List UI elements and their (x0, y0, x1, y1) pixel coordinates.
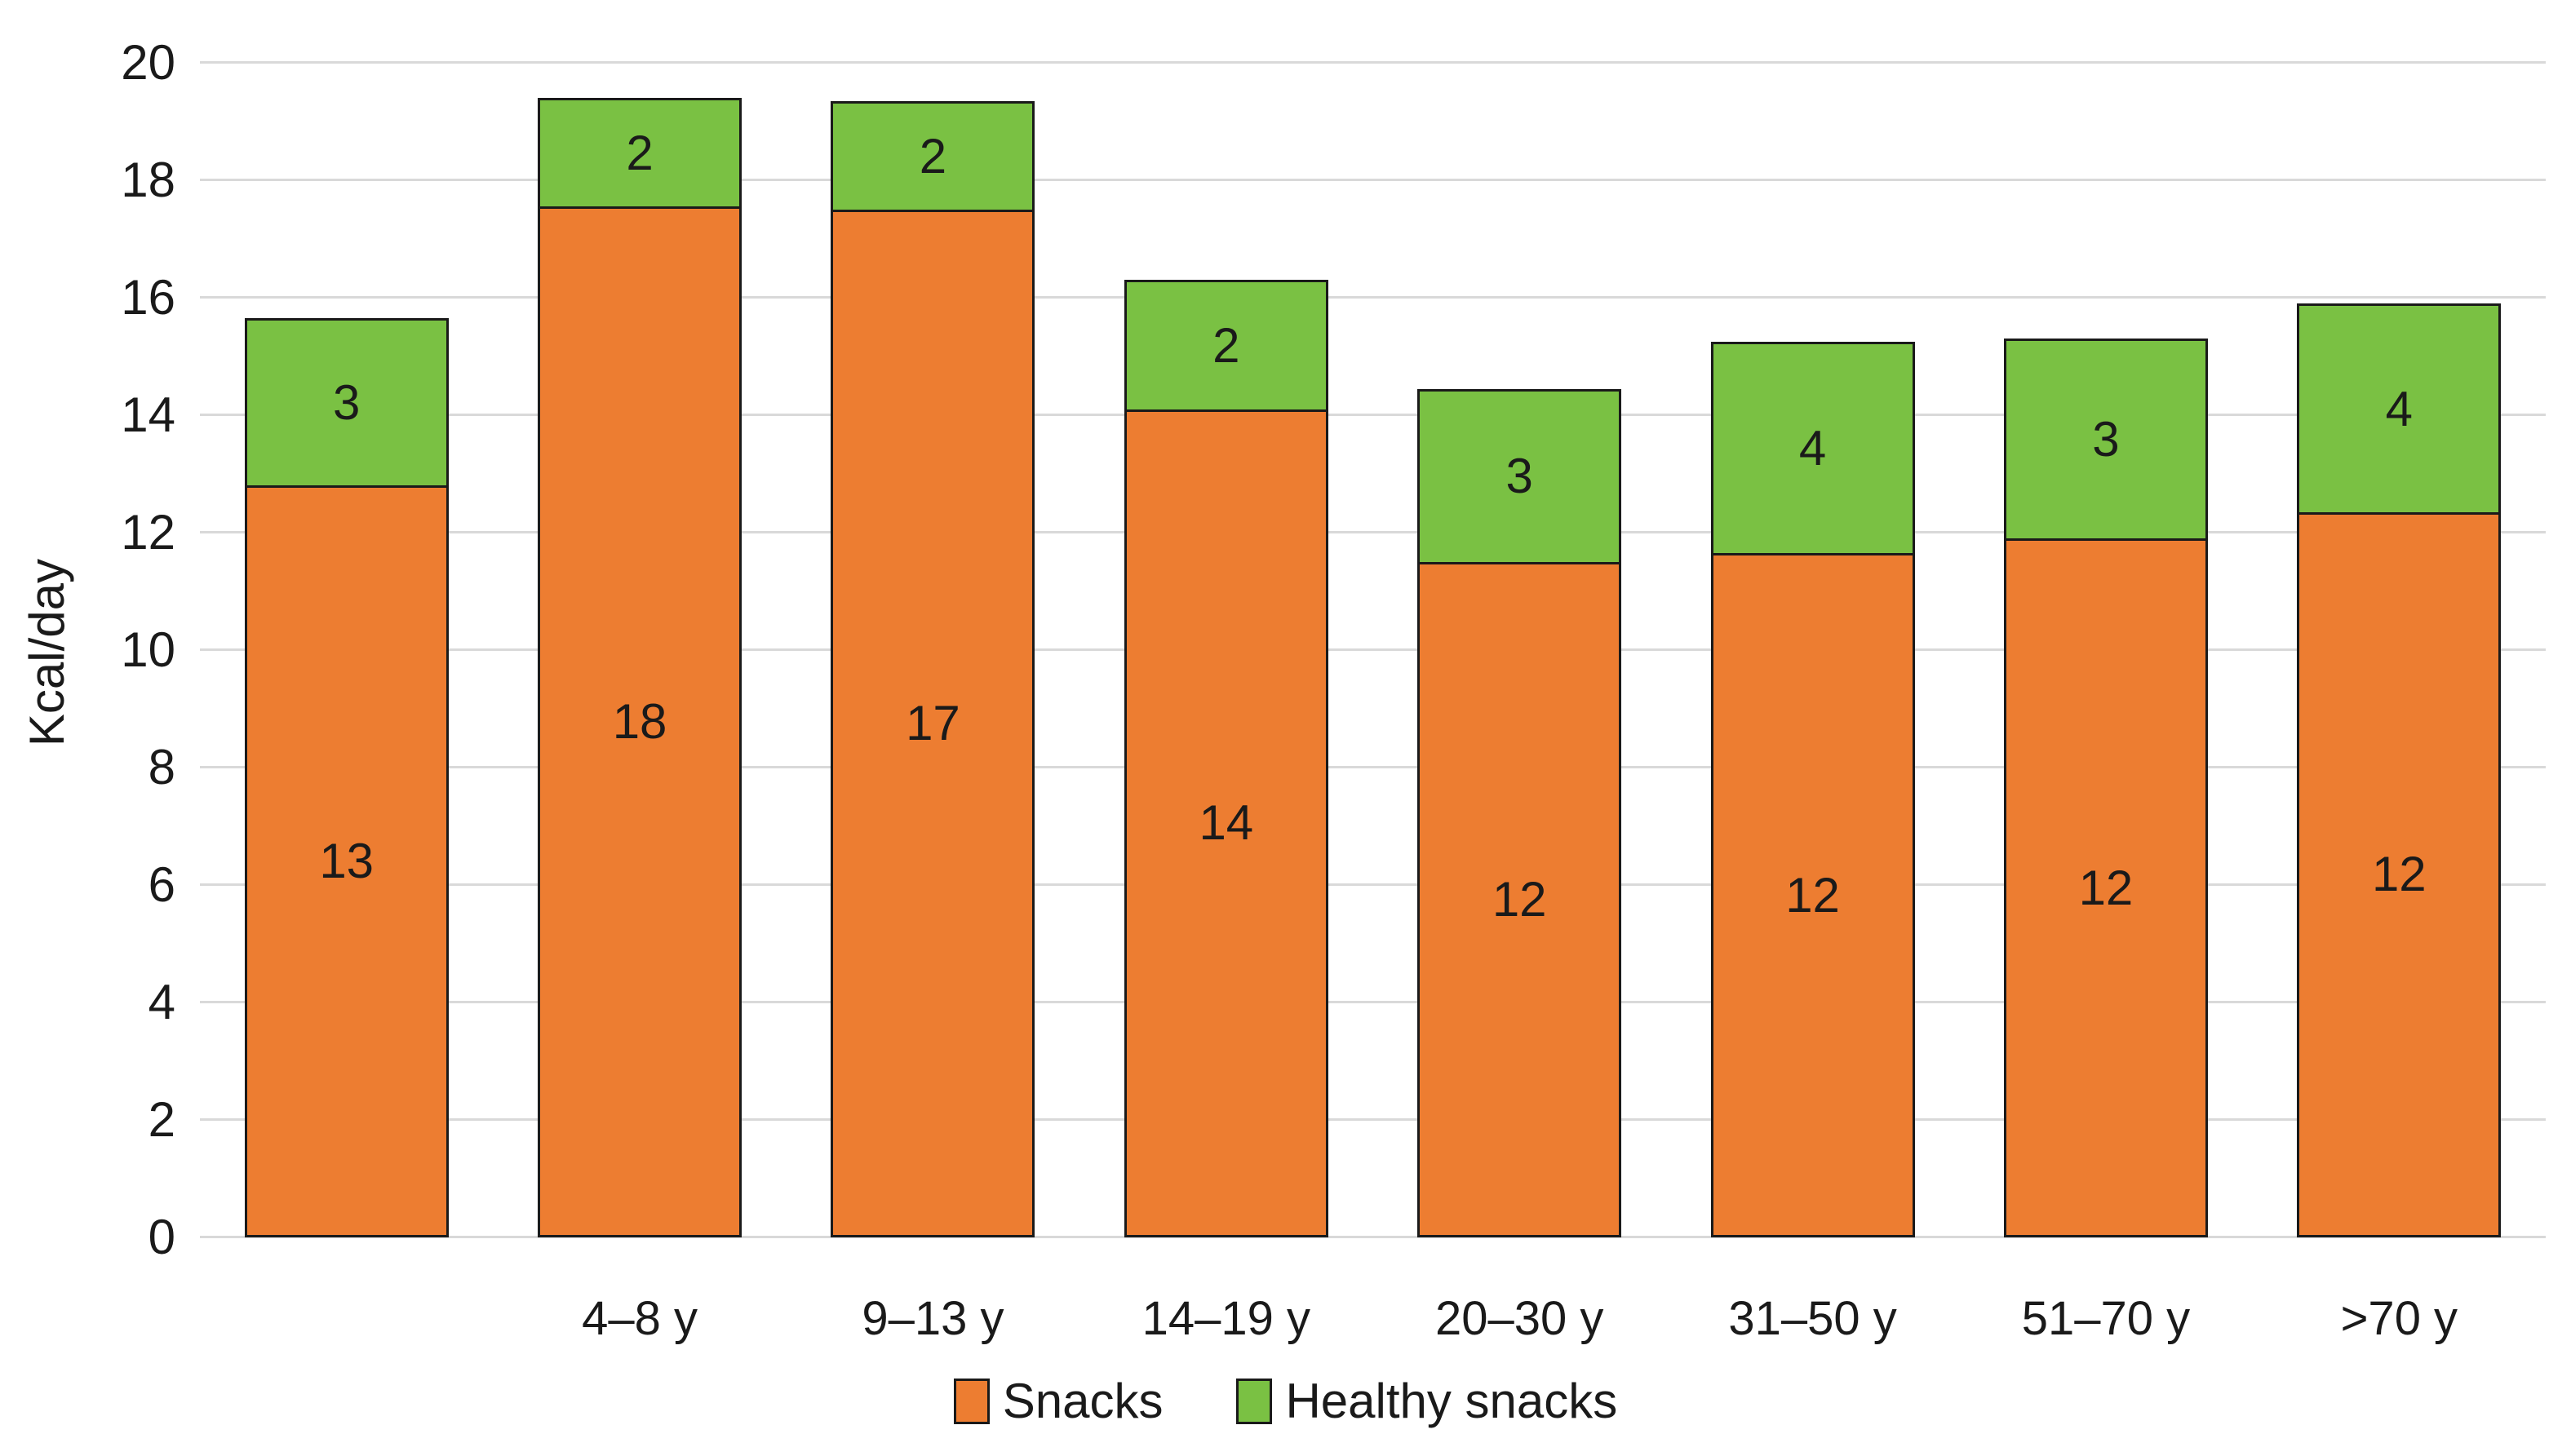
bar-group: 12 3 (2003, 63, 2208, 1237)
gridline (200, 1236, 2546, 1238)
segment-value-label: 17 (906, 696, 960, 750)
healthy-snacks-segment: 4 (2297, 303, 2502, 512)
segment-value-label: 12 (1492, 872, 1547, 927)
segment-value-label: 12 (1785, 867, 1840, 923)
bar-group: 17 2 (831, 63, 1035, 1237)
segment-value-label: 14 (1199, 795, 1254, 851)
y-axis-tick-label: 12 (121, 505, 175, 560)
segment-value-label: 18 (612, 694, 667, 750)
snacks-segment: 12 (2297, 511, 2502, 1237)
segment-value-label: 13 (319, 834, 375, 889)
x-axis-tick-label: 20–30 y (1434, 1292, 1604, 1345)
gridline (200, 414, 2546, 416)
y-axis-tick-label: 6 (148, 857, 175, 912)
snacks-segment: 12 (2003, 538, 2208, 1237)
legend-label: Snacks (1002, 1374, 1164, 1428)
gridline (200, 766, 2546, 768)
y-axis-tick-label: 18 (121, 153, 175, 207)
y-axis-tick-label: 8 (148, 740, 175, 794)
legend-swatch-icon (1236, 1379, 1273, 1424)
x-axis-tick-label: 9–13 y (862, 1292, 1004, 1345)
legend-item: Healthy snacks (1236, 1377, 1617, 1426)
segment-value-label: 4 (2385, 381, 2413, 436)
bar-group: 12 3 (1417, 63, 1622, 1237)
y-axis-tick-label: 16 (121, 270, 175, 325)
y-axis-tick-label: 14 (121, 387, 175, 442)
snacks-segment: 12 (1417, 562, 1622, 1237)
segment-value-label: 12 (2371, 847, 2427, 902)
bar-group: 14 2 (1124, 63, 1328, 1237)
snacks-segment: 17 (831, 210, 1035, 1237)
segment-value-label: 3 (333, 375, 361, 431)
gridline (200, 1001, 2546, 1003)
x-axis-tick-label: 4–8 y (582, 1292, 698, 1345)
y-axis-tick-label: 2 (148, 1092, 175, 1147)
bar-group: 12 4 (1710, 63, 1915, 1237)
y-axis-tick-label: 0 (148, 1210, 175, 1264)
healthy-snacks-segment: 3 (2003, 339, 2208, 539)
segment-value-label: 2 (626, 126, 654, 181)
x-axis-tick-label: >70 y (2340, 1292, 2458, 1345)
gridline (200, 179, 2546, 181)
legend-swatch-icon (953, 1379, 990, 1424)
y-axis-tick-label: 10 (121, 622, 175, 677)
gridline (200, 61, 2546, 64)
bar-group: 18 2 (538, 63, 742, 1237)
y-axis-tick-label: 4 (148, 975, 175, 1029)
healthy-snacks-segment: 4 (1710, 342, 1915, 554)
healthy-snacks-segment: 3 (1417, 388, 1622, 562)
snacks-segment: 14 (1124, 409, 1328, 1237)
snacks-segment: 12 (1710, 553, 1915, 1237)
segment-value-label: 2 (919, 128, 947, 184)
x-axis-tick-label: 14–19 y (1141, 1292, 1311, 1345)
bar-group: 13 3 (244, 63, 449, 1237)
gridline (200, 1118, 2546, 1121)
gridline (200, 531, 2546, 533)
plot-area: 13 3 18 2 17 2 14 2 12 3 12 4 12 3 12 4 (200, 61, 2546, 1238)
legend-item: Snacks (953, 1374, 1164, 1428)
gridline (200, 296, 2546, 299)
x-axis-tick-label: 51–70 y (2021, 1292, 2191, 1345)
segment-value-label: 3 (1505, 449, 1533, 504)
segment-value-label: 3 (2092, 412, 2120, 467)
healthy-snacks-segment: 2 (538, 98, 742, 207)
legend-label: Healthy snacks (1285, 1374, 1618, 1428)
healthy-snacks-segment: 2 (1124, 280, 1328, 409)
gridline (200, 883, 2546, 886)
x-axis-tick-label: 31–50 y (1728, 1292, 1897, 1345)
bar-group: 12 4 (2297, 63, 2502, 1237)
snacks-segment: 18 (538, 206, 742, 1237)
segment-value-label: 4 (1798, 421, 1827, 476)
segment-value-label: 12 (2078, 860, 2134, 915)
gridline (200, 648, 2546, 651)
snacks-segment: 13 (244, 485, 449, 1237)
healthy-snacks-segment: 2 (831, 100, 1035, 210)
segment-value-label: 2 (1212, 318, 1240, 374)
y-axis-tick-label: 20 (121, 35, 175, 90)
healthy-snacks-segment: 3 (244, 318, 449, 486)
legend: Snacks Healthy snacks (0, 1377, 2571, 1426)
